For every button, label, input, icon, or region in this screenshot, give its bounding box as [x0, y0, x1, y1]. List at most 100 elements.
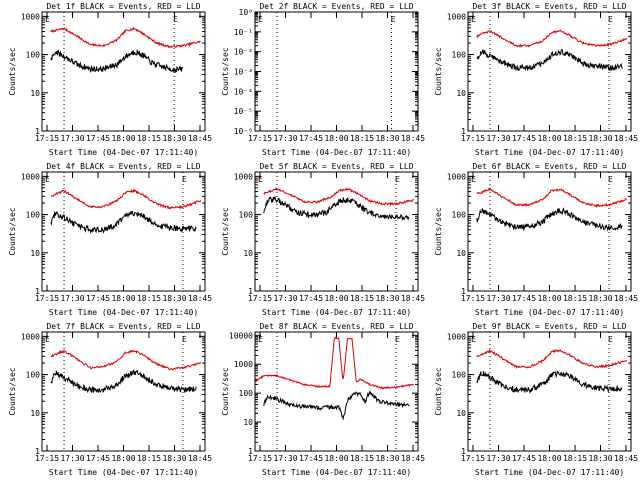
x-tick-label: 18:30 [162, 134, 186, 143]
x-tick-label: 18:30 [162, 294, 186, 303]
events-series-line [50, 48, 184, 73]
y-tick-label: 1000 [447, 332, 466, 341]
x-tick-label: 17:45 [299, 294, 323, 303]
y-tick-label: 1 [35, 287, 40, 296]
plot-frame [467, 171, 632, 292]
y-tick-label: 10 [30, 89, 40, 98]
chart-title: Det 7f BLACK = Events, RED = LLD [46, 322, 200, 331]
y-tick-label: 1 [461, 447, 466, 456]
chart-det-7f: Det 7f BLACK = Events, RED = LLD Counts/s… [8, 322, 212, 477]
events-series-line [263, 390, 410, 420]
y-axis-label: Counts/sec [434, 367, 443, 415]
x-tick-label: 17:15 [35, 454, 59, 463]
x-tick-label: 18:15 [563, 294, 587, 303]
y-tick-label: 100 [26, 211, 41, 220]
y-tick-label: 10⁰ [239, 8, 253, 17]
event-marker-letter: E [471, 175, 476, 184]
y-axis-label: Counts/sec [434, 47, 443, 95]
x-tick-label: 17:45 [512, 294, 536, 303]
plot-frame [467, 331, 632, 452]
x-tick-label: 17:15 [248, 134, 272, 143]
y-tick-label: 1000 [234, 360, 253, 369]
event-marker-letter: E [45, 335, 50, 344]
event-marker-letter: E [471, 335, 476, 344]
y-axis-label: Counts/sec [8, 367, 17, 415]
y-tick-label: 10 [243, 418, 253, 427]
event-marker-letter: E [182, 175, 187, 184]
lld-series-line [476, 348, 628, 370]
event-marker-letter: E [471, 15, 476, 24]
x-tick-label: 18:15 [350, 134, 374, 143]
y-tick-label: 100 [26, 371, 41, 380]
chart-det-2f: Det 2f BLACK = Events, RED = LLD Counts/s… [221, 2, 425, 157]
event-marker-letter: E [45, 15, 50, 24]
x-axis-label: Start Time (04-Dec-07 17:11:40) [49, 308, 198, 317]
event-marker-letter: E [608, 15, 613, 24]
x-tick-label: 18:45 [188, 134, 212, 143]
events-series-line [476, 207, 623, 232]
x-tick-label: 17:30 [60, 134, 84, 143]
y-tick-label: 10 [456, 409, 466, 418]
y-axis-label: Counts/sec [434, 207, 443, 255]
lld-series-line [476, 29, 628, 49]
x-tick-label: 18:45 [401, 454, 425, 463]
y-tick-label: 10⁻⁴ [234, 87, 253, 96]
y-tick-label: 1000 [234, 172, 253, 181]
y-tick-label: 1000 [447, 12, 466, 21]
x-tick-label: 18:45 [614, 134, 638, 143]
y-tick-label: 10 [30, 409, 40, 418]
x-tick-label: 18:00 [537, 454, 561, 463]
x-axis-label: Start Time (04-Dec-07 17:11:40) [262, 148, 411, 157]
x-tick-label: 18:00 [324, 454, 348, 463]
event-marker-letter: E [258, 15, 263, 24]
y-tick-label: 10 [30, 249, 40, 258]
x-tick-label: 18:30 [588, 294, 612, 303]
events-series-line [476, 48, 623, 72]
event-marker-letter: E [395, 335, 400, 344]
plot-frame [41, 171, 206, 292]
chart-title: Det 1f BLACK = Events, RED = LLD [46, 2, 200, 11]
chart-title: Det 9f BLACK = Events, RED = LLD [472, 322, 626, 331]
x-tick-label: 17:45 [512, 454, 536, 463]
x-axis-label: Start Time (04-Dec-07 17:11:40) [262, 308, 411, 317]
event-marker-letter: E [608, 175, 613, 184]
chart-det-9f: Det 9f BLACK = Events, RED = LLD Counts/s… [434, 322, 638, 477]
x-axis-label: Start Time (04-Dec-07 17:11:40) [262, 468, 411, 477]
x-tick-label: 17:15 [248, 454, 272, 463]
x-tick-label: 18:15 [137, 134, 161, 143]
x-tick-label: 18:45 [401, 294, 425, 303]
y-axis-label: Counts/sec [221, 207, 230, 255]
y-tick-label: 100 [452, 371, 467, 380]
x-axis-label: Start Time (04-Dec-07 17:11:40) [475, 468, 624, 477]
x-tick-label: 17:15 [35, 134, 59, 143]
chart-title: Det 6f BLACK = Events, RED = LLD [472, 162, 626, 171]
lld-series-line [50, 26, 201, 49]
y-tick-label: 10⁻³ [234, 68, 253, 77]
y-tick-label: 1 [248, 447, 253, 456]
y-tick-label: 10⁻⁵ [234, 107, 253, 116]
x-tick-label: 17:15 [461, 454, 485, 463]
y-tick-label: 1000 [21, 12, 40, 21]
event-marker-letter: E [395, 175, 400, 184]
x-axis-label: Start Time (04-Dec-07 17:11:40) [475, 308, 624, 317]
lld-series-line [255, 336, 415, 390]
y-tick-label: 1 [461, 287, 466, 296]
x-tick-label: 18:00 [111, 454, 135, 463]
y-axis-label: Counts/sec [221, 47, 230, 95]
y-tick-label: 1000 [21, 332, 40, 341]
events-series-line [50, 369, 197, 394]
chart-det-8f: Det 8f BLACK = Events, RED = LLD Counts/s… [221, 322, 425, 477]
event-marker-letter: E [45, 175, 50, 184]
plot-frame [254, 331, 419, 452]
x-tick-label: 17:45 [86, 134, 110, 143]
y-axis-label: Counts/sec [8, 47, 17, 95]
x-tick-label: 18:45 [188, 294, 212, 303]
x-tick-label: 18:00 [111, 294, 135, 303]
event-marker-letter: E [182, 335, 187, 344]
y-tick-label: 10 [456, 89, 466, 98]
x-tick-label: 18:00 [111, 134, 135, 143]
x-tick-label: 18:15 [563, 134, 587, 143]
y-tick-label: 10⁻² [234, 48, 253, 57]
y-axis-label: Counts/sec [221, 367, 230, 415]
chart-det-1f: Det 1f BLACK = Events, RED = LLD Counts/s… [8, 2, 212, 157]
